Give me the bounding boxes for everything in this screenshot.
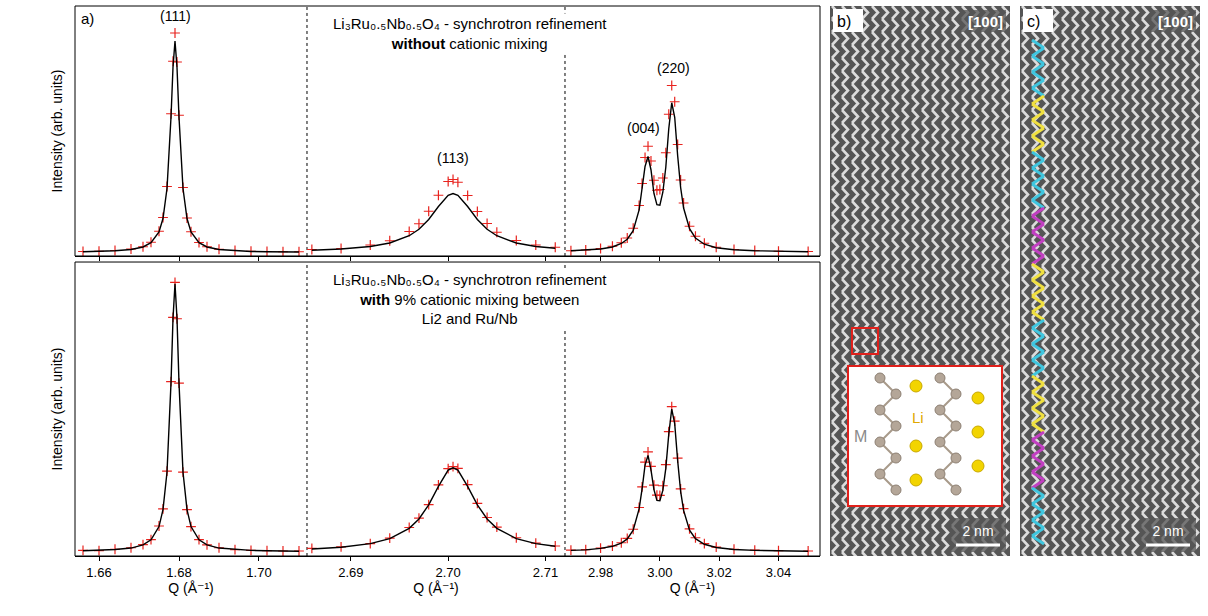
svg-text:Q (Å⁻¹): Q (Å⁻¹) <box>413 580 459 596</box>
svg-text:(113): (113) <box>437 150 469 166</box>
svg-text:c): c) <box>1027 13 1040 30</box>
svg-text:(220): (220) <box>657 60 690 76</box>
svg-text:2.98: 2.98 <box>588 565 613 580</box>
svg-text:1.70: 1.70 <box>246 565 271 580</box>
svg-text:2.71: 2.71 <box>533 565 558 580</box>
svg-text:(004): (004) <box>627 120 660 136</box>
svg-text:3.00: 3.00 <box>647 565 672 580</box>
svg-text:(111): (111) <box>160 8 191 24</box>
svg-text:Q (Å⁻¹): Q (Å⁻¹) <box>168 580 214 596</box>
svg-text:3.02: 3.02 <box>707 565 732 580</box>
svg-text:2 nm: 2 nm <box>1152 523 1183 539</box>
svg-text:[100]: [100] <box>1158 13 1193 30</box>
svg-text:Li: Li <box>912 409 924 426</box>
svg-text:b): b) <box>837 13 851 30</box>
svg-text:2 nm: 2 nm <box>962 523 993 539</box>
svg-text:3.04: 3.04 <box>766 565 791 580</box>
svg-text:2.70: 2.70 <box>436 565 461 580</box>
svg-text:a): a) <box>81 10 94 27</box>
svg-text:1.66: 1.66 <box>86 565 111 580</box>
svg-text:M: M <box>854 428 867 445</box>
svg-text:2.69: 2.69 <box>338 565 363 580</box>
svg-text:Li₃Ru₀.₅Nb₀.₅O₄ - synchrotron: Li₃Ru₀.₅Nb₀.₅O₄ - synchrotron refinement… <box>333 15 607 52</box>
svg-text:Intensity (arb. units): Intensity (arb. units) <box>49 70 65 193</box>
svg-text:Q (Å⁻¹): Q (Å⁻¹) <box>670 580 716 596</box>
svg-text:[100]: [100] <box>968 13 1003 30</box>
svg-text:1.68: 1.68 <box>166 565 191 580</box>
svg-text:Intensity (arb. units): Intensity (arb. units) <box>49 348 65 471</box>
svg-text:Li₃Ru₀.₅Nb₀.₅O₄ - synchrotron: Li₃Ru₀.₅Nb₀.₅O₄ - synchrotron refinement… <box>333 271 607 327</box>
